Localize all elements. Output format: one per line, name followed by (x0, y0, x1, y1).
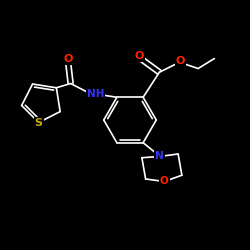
Text: O: O (160, 176, 169, 186)
Text: N: N (155, 152, 164, 162)
Text: O: O (64, 54, 73, 64)
Text: NH: NH (87, 88, 104, 99)
Text: S: S (35, 118, 43, 128)
Text: O: O (135, 51, 144, 61)
Text: O: O (176, 56, 185, 66)
